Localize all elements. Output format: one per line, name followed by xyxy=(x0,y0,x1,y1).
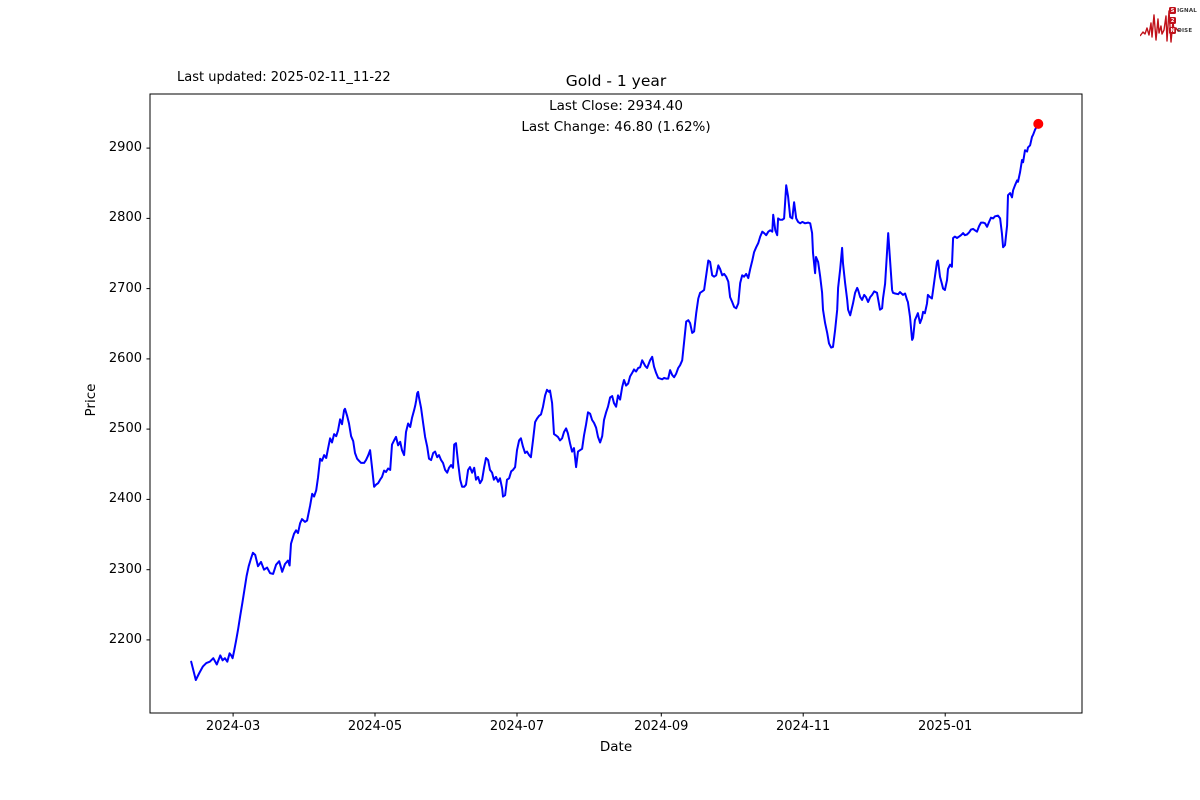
chart-title: Gold - 1 year xyxy=(565,72,667,90)
last-close-annotation: Last Close: 2934.40 Last Change: 46.80 (… xyxy=(521,96,710,137)
y-axis-tick-label: 2400 xyxy=(108,491,142,507)
last-close-text: Last Close: 2934.40 xyxy=(549,98,683,114)
logo-text-ignal: IGNAL xyxy=(1177,7,1197,14)
logo-waveform-icon xyxy=(1140,10,1180,43)
x-axis-tick-label: 2024-07 xyxy=(489,719,545,734)
last-change-text: Last Change: 46.80 (1.62%) xyxy=(521,118,711,135)
y-axis-tick-label: 2800 xyxy=(108,210,142,226)
logo-row-noise: N OISE xyxy=(1169,27,1197,34)
logo-text-oise: OISE xyxy=(1177,27,1193,34)
axis-ticks xyxy=(146,147,946,717)
logo-badge-s: S xyxy=(1169,7,1177,14)
y-axis-tick-label: 2300 xyxy=(108,561,142,577)
gold-price-line xyxy=(190,122,1040,681)
y-axis-tick-label: 2700 xyxy=(108,280,142,296)
y-axis-tick-label: 2500 xyxy=(108,421,142,437)
x-axis-tick-label: 2024-11 xyxy=(776,719,831,734)
x-axis-tick-label: 2025-01 xyxy=(918,719,973,734)
y-axis-tick-label: 2200 xyxy=(108,631,142,647)
y-axis-tick-label: 2900 xyxy=(108,140,142,156)
y-axis-label: Price xyxy=(83,383,99,417)
x-axis-tick-label: 2024-03 xyxy=(205,719,261,734)
x-axis-label: Date xyxy=(599,739,633,755)
logo-badge-n: N xyxy=(1169,27,1177,34)
y-axis-tick-label: 2600 xyxy=(108,350,142,366)
logo-badge-2: 2 xyxy=(1169,17,1177,24)
x-axis-tick-label: 2024-09 xyxy=(634,719,689,734)
x-axis-tick-label: 2024-05 xyxy=(347,719,403,734)
signal2noise-logo: S IGNAL 2 N OISE xyxy=(1140,4,1198,48)
logo-row-2: 2 xyxy=(1169,17,1197,24)
last-updated-text: Last updated: 2025-02-11_11-22 xyxy=(177,70,391,85)
last-price-marker xyxy=(1033,118,1044,129)
plot-frame xyxy=(149,93,1083,714)
logo-row-signal: S IGNAL xyxy=(1169,7,1197,14)
